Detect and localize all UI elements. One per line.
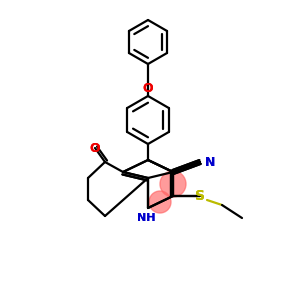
Text: O: O xyxy=(143,82,153,95)
Text: O: O xyxy=(143,82,153,95)
Circle shape xyxy=(149,191,171,213)
Text: N: N xyxy=(205,155,215,169)
Text: O: O xyxy=(90,142,100,154)
Text: N: N xyxy=(205,155,215,169)
Text: S: S xyxy=(195,189,205,203)
Text: NH: NH xyxy=(137,213,155,223)
Text: O: O xyxy=(90,142,100,154)
Text: S: S xyxy=(195,189,205,203)
Circle shape xyxy=(160,171,186,197)
Text: NH: NH xyxy=(137,213,155,223)
